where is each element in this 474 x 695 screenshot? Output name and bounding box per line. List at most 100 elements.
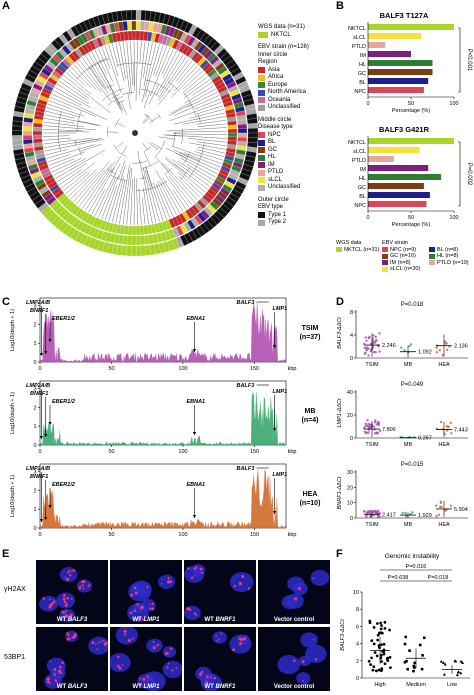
d-mean-label: 0.267 xyxy=(418,436,432,442)
tree-branch xyxy=(158,56,187,99)
c-arrow-head xyxy=(192,515,197,518)
micrograph-image xyxy=(277,632,327,685)
focus-dot xyxy=(314,658,318,661)
disease-item: HL xyxy=(258,154,336,162)
tree-branch xyxy=(111,93,122,110)
disease-item: GC xyxy=(258,147,336,155)
d-pvalue: P=0.018 xyxy=(401,302,424,308)
f-point xyxy=(456,670,460,674)
disease-label: HL xyxy=(268,154,276,160)
outer-circle-title: Outer circle xyxy=(258,196,289,203)
f-point xyxy=(408,649,411,652)
c-y-tick-label: 0 xyxy=(33,360,36,366)
b-legend-nktcl-swatch xyxy=(336,247,342,253)
tree-branch xyxy=(166,127,227,132)
region-item: North America xyxy=(258,89,336,97)
disease-label: Unclassified xyxy=(268,184,301,190)
c-annotation-label: LMP1 xyxy=(273,306,288,312)
tree-branch xyxy=(162,177,184,212)
c-x-tick-label: 0 xyxy=(38,449,41,455)
micrograph-cell: Vector control xyxy=(258,560,330,624)
d-mean-label: 7.443 xyxy=(454,427,468,433)
tree-branch xyxy=(145,166,153,189)
d-category-label: MB xyxy=(404,522,413,528)
focus-dot xyxy=(152,640,155,643)
tree-branch xyxy=(65,72,92,95)
c-x-unit: kbp xyxy=(288,366,297,372)
focus-dot xyxy=(171,669,174,672)
d-point xyxy=(369,342,373,346)
nucleus xyxy=(158,574,176,590)
tree-branch xyxy=(47,103,85,117)
tree-branch xyxy=(189,142,226,150)
d-point xyxy=(449,504,453,508)
c-y-tick-label: 2 xyxy=(33,488,36,494)
f-point xyxy=(385,657,389,661)
tree-branch xyxy=(141,197,146,225)
b-pvalue: P<0.001 xyxy=(466,49,472,72)
tree-branch xyxy=(169,102,222,121)
focus-dot xyxy=(241,575,245,578)
b-x-axis-label: Percentage (%) xyxy=(392,222,430,228)
d-point xyxy=(364,336,367,339)
f-point xyxy=(376,633,380,637)
ebv-type-title: EBV type xyxy=(258,204,284,210)
focus-dot xyxy=(63,594,66,596)
focus-dot xyxy=(87,585,90,588)
d-point xyxy=(377,509,380,513)
focus-dot xyxy=(144,615,146,618)
b-category-label: NPC xyxy=(354,203,366,209)
nucleus xyxy=(146,638,163,653)
tree-branch xyxy=(79,59,112,103)
tree-branch xyxy=(177,160,213,184)
c-track-n: (n=4) xyxy=(302,417,319,424)
d-category-label: MB xyxy=(404,442,413,448)
d-point xyxy=(375,423,379,426)
micrograph-label: Vector control xyxy=(258,684,330,690)
tree-branch xyxy=(55,150,105,179)
tree-branch xyxy=(141,43,157,103)
f-point xyxy=(379,653,383,657)
region-list: Asia Africa Europe North America Oceania Uncl… xyxy=(258,67,336,112)
region-swatch xyxy=(258,89,265,96)
c-y-tick-label: 1 xyxy=(33,341,36,347)
region-item: Asia xyxy=(258,67,336,75)
c-y-tick-label: 3 xyxy=(33,470,36,476)
focus-dot xyxy=(142,677,146,681)
d-point xyxy=(365,339,368,342)
b-category-label: GC xyxy=(358,71,366,77)
focus-dot xyxy=(240,637,244,642)
d-point xyxy=(438,349,441,352)
panel-e-microscopy: γH2AX 53BP1 WT BALF3 WT LMP1 WT BNRF1 Vecto… xyxy=(0,558,334,695)
tree-branch xyxy=(65,172,90,194)
tree-branch xyxy=(85,168,113,211)
focus-dot xyxy=(312,577,315,580)
focus-dot xyxy=(65,602,68,605)
tree-branch xyxy=(73,161,110,202)
focus-dot xyxy=(151,602,154,605)
focus-dot xyxy=(200,670,204,674)
focus-dot xyxy=(64,604,68,607)
micrograph-label-prefix: WT xyxy=(132,617,144,623)
focus-dot xyxy=(67,570,71,573)
c-annotation-label: BNRF1 xyxy=(30,308,48,314)
d-point xyxy=(435,515,438,518)
ring-segment xyxy=(131,235,137,246)
tree-branch xyxy=(75,138,100,144)
tree-branch xyxy=(143,42,149,78)
f-point xyxy=(439,659,443,663)
focus-dot xyxy=(46,677,49,681)
tree-branch xyxy=(165,174,190,208)
tree-branch xyxy=(115,96,124,112)
tree-branch xyxy=(156,181,174,217)
d-pvalue: P=0.015 xyxy=(401,462,424,468)
focus-dot xyxy=(133,609,137,613)
b-legend-ebv-swatch xyxy=(382,253,388,259)
d-y-tick-label: 4 xyxy=(350,333,353,339)
tree-branch xyxy=(111,156,122,172)
d-category-label: TSIM xyxy=(365,362,379,368)
focus-dot xyxy=(198,672,203,677)
tree-branch xyxy=(173,149,200,161)
focus-dot xyxy=(56,681,58,684)
b-chart-title-0: BALF3 T127A xyxy=(380,11,429,20)
